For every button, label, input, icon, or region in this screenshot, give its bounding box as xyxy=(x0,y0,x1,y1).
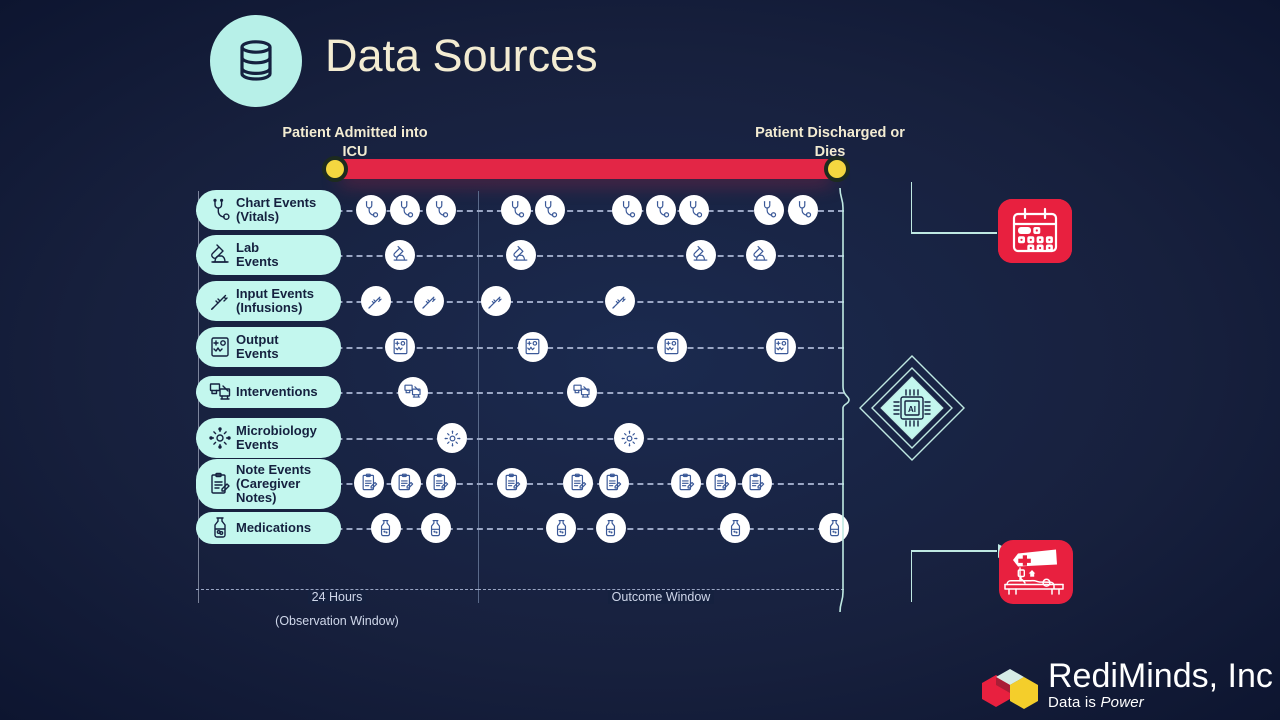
svg-text:AI: AI xyxy=(908,405,916,414)
